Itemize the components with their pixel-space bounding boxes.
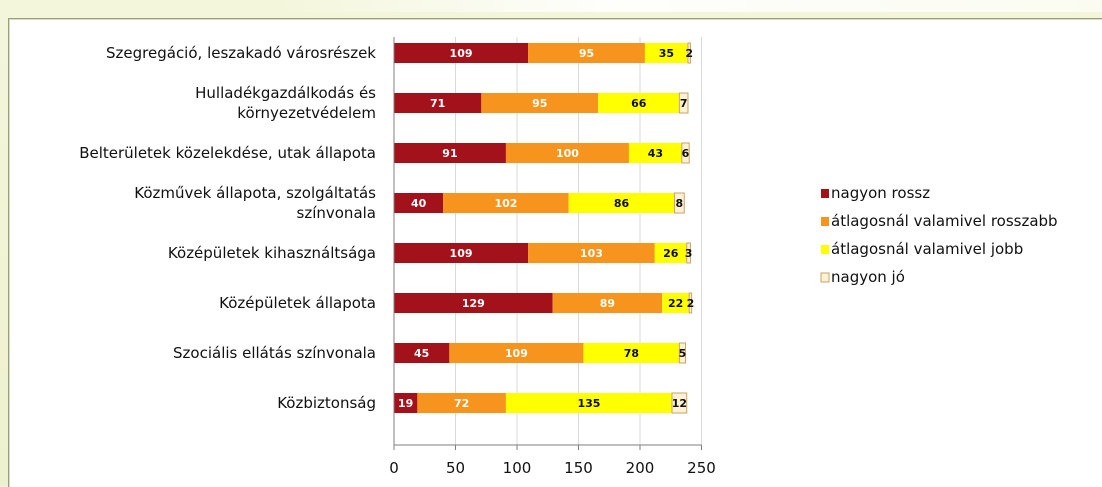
x-tick-label: 250 — [687, 459, 716, 477]
category-label: Középületek kihasználtsága — [168, 244, 376, 262]
bar-segment — [505, 393, 672, 413]
x-axis: 0 50 100 150 200 250 — [389, 37, 716, 477]
bar-segment — [394, 343, 450, 363]
data-label: 19 — [398, 397, 413, 410]
bar-segment — [394, 93, 482, 113]
bar-segment — [394, 243, 529, 263]
legend-label: nagyon rossz — [831, 184, 930, 202]
data-label: 100 — [556, 147, 579, 160]
legend-swatch — [821, 189, 829, 198]
data-label: 26 — [663, 247, 679, 260]
data-label: 2 — [685, 47, 693, 60]
x-tick-label: 100 — [503, 459, 532, 477]
bar-segment — [417, 393, 506, 413]
category-label: Szociális ellátás színvonala — [173, 344, 376, 362]
bar-segment — [671, 392, 688, 414]
data-label: 43 — [648, 147, 663, 160]
category-label: Közbiztonság — [277, 394, 376, 412]
data-label: 102 — [494, 197, 517, 210]
legend-label: átlagosnál valamivel rosszabb — [831, 212, 1058, 230]
data-label: 86 — [614, 197, 630, 210]
data-label: 3 — [685, 247, 693, 260]
data-label: 135 — [577, 397, 600, 410]
bar-segment — [688, 292, 693, 314]
chart-panel: 109 95 35 2 71 95 66 7 91 100 43 6 40 102 86 8 109 103 26 3… — [8, 18, 1102, 487]
data-label: 89 — [600, 297, 615, 310]
bar-segment — [583, 343, 680, 363]
bar-segment — [528, 43, 645, 63]
bar-segment — [662, 293, 690, 313]
data-label: 109 — [450, 247, 473, 260]
x-tick-label: 50 — [446, 459, 465, 477]
bar-segment — [673, 192, 685, 214]
legend: nagyon rossz átlagosnál valamivel rosszab… — [820, 184, 1058, 286]
x-tick-label: 150 — [564, 459, 593, 477]
bar-segment — [528, 243, 655, 263]
bar-segment — [678, 92, 689, 114]
data-label: 22 — [668, 297, 683, 310]
data-label: 40 — [411, 197, 427, 210]
data-label: 12 — [672, 397, 687, 410]
x-tick-label: 0 — [389, 459, 399, 477]
bar-segment — [481, 93, 599, 113]
legend-label: nagyon jó — [831, 268, 905, 286]
data-label: 95 — [579, 47, 594, 60]
bar-segment — [394, 293, 553, 313]
data-label: 109 — [450, 47, 473, 60]
category-labels: Szegregáció, leszakadó városrészek Hullad… — [79, 44, 376, 412]
category-label: Középületek állapota — [219, 294, 376, 312]
bar-segment — [443, 193, 569, 213]
bar-segment — [654, 243, 687, 263]
data-label: 2 — [687, 297, 695, 310]
bar-segment — [644, 43, 688, 63]
bar-segment — [449, 343, 584, 363]
data-label: 109 — [505, 347, 528, 360]
data-label: 45 — [414, 347, 429, 360]
bar-segment — [678, 342, 687, 364]
category-label: Belterületek közelekdése, utak állapota — [79, 144, 376, 162]
bar-segment — [394, 393, 418, 413]
data-label: 71 — [430, 97, 445, 110]
legend-swatch — [820, 272, 830, 283]
data-label: 5 — [679, 347, 687, 360]
data-label: 72 — [454, 397, 469, 410]
legend-swatch — [821, 217, 829, 226]
category-label: Közművek állapota, szolgáltatás színvonal… — [134, 184, 376, 222]
bar-segment — [628, 143, 682, 163]
data-label: 7 — [680, 97, 688, 110]
category-label: Hulladékgazdálkodás és környezetvédelem — [195, 84, 376, 122]
frame-highlight — [280, 0, 1102, 12]
data-label: 95 — [532, 97, 547, 110]
data-label: 91 — [442, 147, 457, 160]
bar-segment — [568, 193, 675, 213]
bar-segment — [686, 242, 691, 264]
data-label: 35 — [659, 47, 674, 60]
bar-segment — [394, 43, 529, 63]
bar-segment — [394, 143, 506, 163]
x-tick-label: 200 — [626, 459, 655, 477]
category-label: Szegregáció, leszakadó városrészek — [106, 44, 376, 62]
legend-label: átlagosnál valamivel jobb — [831, 240, 1023, 258]
data-label: 103 — [580, 247, 603, 260]
data-label: 66 — [631, 97, 647, 110]
data-label: 129 — [462, 297, 485, 310]
data-label: 6 — [682, 147, 690, 160]
data-label: 8 — [676, 197, 684, 210]
bar-segment — [552, 293, 663, 313]
bar-segment — [505, 143, 629, 163]
bar-segment — [598, 93, 680, 113]
bar-segment — [394, 193, 444, 213]
bar-segment — [687, 42, 691, 64]
bar-segment — [681, 142, 690, 164]
data-label: 78 — [624, 347, 639, 360]
legend-swatch — [821, 245, 829, 254]
